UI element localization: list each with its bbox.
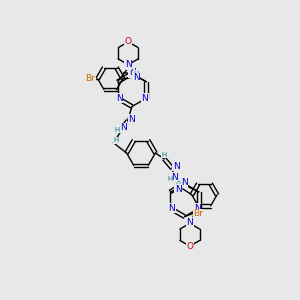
- Text: N: N: [133, 74, 140, 82]
- Text: N: N: [175, 185, 182, 194]
- Text: N: N: [129, 68, 135, 77]
- Text: H: H: [161, 152, 167, 158]
- Text: O: O: [186, 242, 193, 251]
- Text: H: H: [134, 70, 139, 76]
- Text: N: N: [171, 172, 177, 182]
- Text: N: N: [141, 94, 148, 103]
- Text: N: N: [128, 115, 135, 124]
- Text: N: N: [186, 218, 193, 227]
- Text: N: N: [173, 162, 179, 171]
- Text: H: H: [167, 176, 172, 182]
- Text: Br: Br: [85, 74, 95, 83]
- Text: H: H: [114, 127, 119, 133]
- Text: O: O: [125, 37, 132, 46]
- Text: N: N: [181, 178, 188, 187]
- Text: Br: Br: [193, 209, 203, 218]
- Text: H: H: [176, 182, 181, 188]
- Text: N: N: [194, 204, 201, 213]
- Text: N: N: [116, 94, 123, 103]
- Text: H: H: [114, 137, 119, 143]
- Text: N: N: [121, 123, 127, 132]
- Text: N: N: [168, 204, 175, 213]
- Text: N: N: [125, 60, 132, 69]
